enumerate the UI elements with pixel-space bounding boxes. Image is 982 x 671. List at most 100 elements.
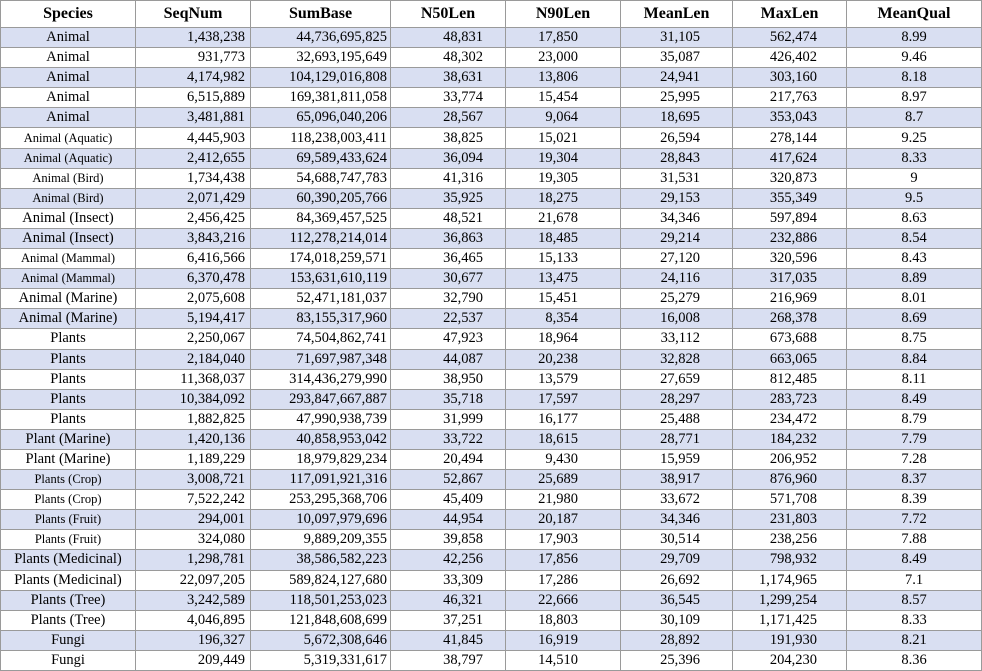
value-cell: 83,155,317,960 <box>250 308 391 330</box>
value-cell: 232,886 <box>732 227 847 250</box>
value-cell: 2,071,429 <box>135 187 251 209</box>
species-cell: Plants (Fruit) <box>0 529 136 551</box>
value-cell: 38,917 <box>620 469 733 491</box>
value-cell: 13,475 <box>505 268 621 290</box>
value-cell: 47,990,938,739 <box>250 408 391 430</box>
value-cell: 5,194,417 <box>135 308 251 330</box>
value-cell: 293,847,667,887 <box>250 388 391 410</box>
value-cell: 9.5 <box>846 187 982 209</box>
value-cell: 9,430 <box>505 448 621 471</box>
value-cell: 29,153 <box>620 187 733 209</box>
value-cell: 71,697,987,348 <box>250 348 391 370</box>
value-cell: 324,080 <box>135 529 251 551</box>
species-cell: Animal <box>0 67 136 89</box>
column-header: N90Len <box>505 0 621 28</box>
value-cell: 931,773 <box>135 47 251 69</box>
value-cell: 1,438,238 <box>135 26 251 49</box>
value-cell: 8.57 <box>846 589 982 611</box>
value-cell: 169,381,811,058 <box>250 87 391 109</box>
value-cell: 7,522,242 <box>135 489 251 511</box>
table-row: Animal (Mammal) 6,416,566 174,018,259,571 3… <box>0 248 982 270</box>
value-cell: 317,035 <box>732 268 847 290</box>
value-cell: 47,923 <box>390 328 506 350</box>
value-cell: 562,474 <box>732 26 847 49</box>
value-cell: 52,867 <box>390 469 506 491</box>
value-cell: 4,445,903 <box>135 127 251 149</box>
species-cell: Animal <box>0 87 136 109</box>
value-cell: 17,286 <box>505 569 621 591</box>
value-cell: 6,515,889 <box>135 87 251 109</box>
value-cell: 8.69 <box>846 308 982 330</box>
value-cell: 34,346 <box>620 207 733 229</box>
species-cell: Animal <box>0 47 136 69</box>
table-row: Animal 1,438,238 44,736,695,825 48,831 17,85… <box>0 26 982 49</box>
value-cell: 18,964 <box>505 328 621 350</box>
value-cell: 117,091,921,316 <box>250 469 391 491</box>
value-cell: 104,129,016,808 <box>250 67 391 89</box>
value-cell: 355,349 <box>732 187 847 209</box>
table-row: Fungi 196,327 5,672,308,646 41,845 16,919 28,… <box>0 629 982 651</box>
value-cell: 33,672 <box>620 489 733 511</box>
value-cell: 11,368,037 <box>135 368 251 390</box>
value-cell: 8.01 <box>846 288 982 310</box>
species-cell: Animal (Bird) <box>0 167 136 189</box>
value-cell: 8.97 <box>846 87 982 109</box>
value-cell: 4,046,895 <box>135 609 251 631</box>
value-cell: 17,903 <box>505 529 621 551</box>
value-cell: 15,454 <box>505 87 621 109</box>
column-header: MeanLen <box>620 0 733 28</box>
value-cell: 23,000 <box>505 47 621 69</box>
value-cell: 9.46 <box>846 47 982 69</box>
value-cell: 36,465 <box>390 248 506 270</box>
value-cell: 30,109 <box>620 609 733 631</box>
value-cell: 29,214 <box>620 227 733 250</box>
value-cell: 9,889,209,355 <box>250 529 391 551</box>
value-cell: 26,594 <box>620 127 733 149</box>
table-row: Plants (Medicinal) 22,097,205 589,824,127,… <box>0 569 982 591</box>
value-cell: 17,597 <box>505 388 621 410</box>
table-row: Animal (Insect) 3,843,216 112,278,214,014 3… <box>0 227 982 250</box>
value-cell: 8.84 <box>846 348 982 370</box>
value-cell: 31,531 <box>620 167 733 189</box>
value-cell: 13,579 <box>505 368 621 390</box>
value-cell: 8.37 <box>846 469 982 491</box>
value-cell: 231,803 <box>732 509 847 531</box>
table-row: Animal (Marine) 5,194,417 83,155,317,960 22… <box>0 308 982 330</box>
species-cell: Animal (Mammal) <box>0 248 136 270</box>
column-header: N50Len <box>390 0 506 28</box>
value-cell: 18,275 <box>505 187 621 209</box>
species-cell: Plants (Crop) <box>0 469 136 491</box>
value-cell: 31,105 <box>620 26 733 49</box>
value-cell: 10,097,979,696 <box>250 509 391 531</box>
table-row: Animal 4,174,982 104,129,016,808 38,631 13,8… <box>0 67 982 89</box>
value-cell: 2,456,425 <box>135 207 251 229</box>
table-row: Plants 11,368,037 314,436,279,990 38,950 13,… <box>0 368 982 390</box>
value-cell: 36,094 <box>390 147 506 169</box>
value-cell: 24,116 <box>620 268 733 290</box>
value-cell: 7.72 <box>846 509 982 531</box>
value-cell: 21,980 <box>505 489 621 511</box>
value-cell: 7.28 <box>846 448 982 471</box>
table-row: Animal 931,773 32,693,195,649 48,302 23,000 3… <box>0 47 982 69</box>
table-row: Fungi 209,449 5,319,331,617 38,797 14,510 25,… <box>0 649 982 671</box>
value-cell: 3,843,216 <box>135 227 251 250</box>
value-cell: 28,892 <box>620 629 733 651</box>
value-cell: 27,659 <box>620 368 733 390</box>
value-cell: 22,097,205 <box>135 569 251 591</box>
value-cell: 209,449 <box>135 649 251 671</box>
value-cell: 6,370,478 <box>135 268 251 290</box>
value-cell: 8.49 <box>846 549 982 571</box>
value-cell: 8,354 <box>505 308 621 330</box>
value-cell: 2,412,655 <box>135 147 251 169</box>
value-cell: 29,709 <box>620 549 733 571</box>
species-cell: Animal (Marine) <box>0 308 136 330</box>
value-cell: 33,722 <box>390 428 506 450</box>
value-cell: 118,238,003,411 <box>250 127 391 149</box>
value-cell: 33,309 <box>390 569 506 591</box>
value-cell: 8.18 <box>846 67 982 89</box>
table-row: Plants 10,384,092 293,847,667,887 35,718 17,… <box>0 388 982 410</box>
species-cell: Plant (Marine) <box>0 448 136 471</box>
value-cell: 8.79 <box>846 408 982 430</box>
value-cell: 84,369,457,525 <box>250 207 391 229</box>
column-header: SeqNum <box>135 0 251 28</box>
